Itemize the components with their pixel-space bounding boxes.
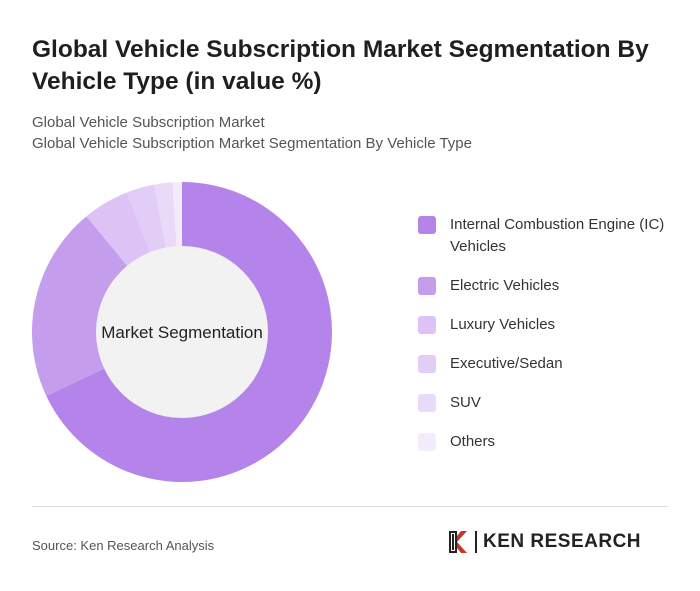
subtitle-market: Global Vehicle Subscription Market bbox=[32, 114, 265, 131]
logo-text: KEN RESEARCH bbox=[483, 531, 642, 552]
legend-item: Electric Vehicles bbox=[418, 275, 678, 297]
legend-swatch bbox=[418, 316, 436, 334]
legend-swatch bbox=[418, 433, 436, 451]
center-label: Market Segmentation bbox=[101, 323, 263, 342]
ken-research-logo: KEN RESEARCH bbox=[447, 530, 641, 554]
legend-item: Internal Combustion Engine (IC) Vehicles bbox=[418, 214, 678, 258]
legend-label: Executive/Sedan bbox=[450, 355, 563, 372]
legend-item: Luxury Vehicles bbox=[418, 314, 678, 336]
legend-swatch bbox=[418, 394, 436, 412]
ken-logo-icon bbox=[449, 531, 467, 553]
logo-separator bbox=[475, 531, 477, 553]
legend-label: Others bbox=[450, 433, 496, 450]
legend-swatch bbox=[418, 277, 436, 295]
donut-hole bbox=[96, 246, 268, 418]
donut-chart: Market Segmentation bbox=[31, 182, 333, 482]
legend-swatch bbox=[418, 216, 436, 234]
legend-label: SUV bbox=[450, 394, 481, 411]
legend: Internal Combustion Engine (IC) Vehicles… bbox=[418, 214, 678, 453]
source-note: Source: Ken Research Analysis bbox=[32, 538, 215, 553]
legend-item: Executive/Sedan bbox=[418, 353, 678, 375]
legend-label: Internal Combustion Engine (IC) Vehicles bbox=[450, 216, 665, 255]
subtitle-segmentation: Global Vehicle Subscription Market Segme… bbox=[32, 135, 472, 152]
divider bbox=[32, 506, 668, 507]
legend-item: SUV bbox=[418, 392, 678, 414]
legend-item: Others bbox=[418, 431, 678, 453]
legend-label: Luxury Vehicles bbox=[450, 316, 556, 333]
chart-title: Global Vehicle Subscription Market Segme… bbox=[32, 36, 649, 95]
legend-swatch bbox=[418, 355, 436, 373]
legend-label: Electric Vehicles bbox=[450, 277, 560, 294]
